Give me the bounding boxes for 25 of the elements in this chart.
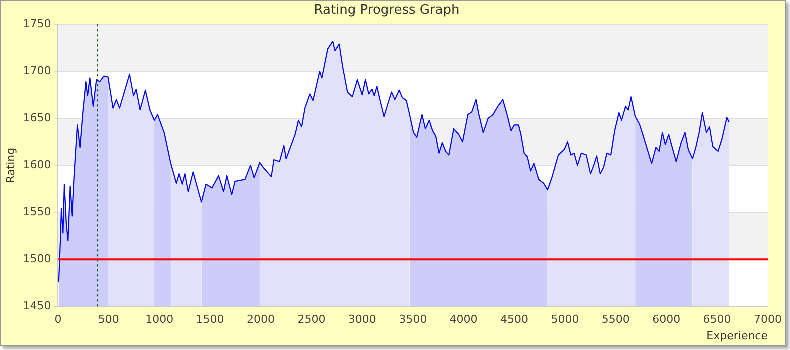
x-tick-label: 0 bbox=[54, 313, 62, 326]
chart-title: Rating Progress Graph bbox=[314, 3, 460, 18]
x-tick-label: 500 bbox=[98, 313, 120, 326]
x-tick-label: 2500 bbox=[298, 313, 326, 326]
y-tick-label: 1450 bbox=[23, 299, 52, 312]
y-axis-title: Rating bbox=[4, 148, 18, 184]
x-tick-label: 5000 bbox=[551, 313, 580, 326]
x-tick-label: 1500 bbox=[196, 313, 224, 326]
x-tick-label: 1000 bbox=[146, 313, 174, 326]
y-tick-label: 1650 bbox=[23, 111, 52, 124]
x-tick-label: 4000 bbox=[450, 313, 478, 326]
x-tick-label: 3500 bbox=[399, 313, 428, 326]
x-tick-label: 7000 bbox=[754, 313, 782, 326]
x-tick-label: 6500 bbox=[703, 313, 732, 326]
x-tick-label: 2000 bbox=[246, 313, 275, 326]
y-tick-label: 1700 bbox=[23, 64, 52, 78]
y-tick-label: 1600 bbox=[23, 158, 52, 172]
x-tick-label: 4500 bbox=[500, 313, 528, 326]
y-tick-label: 1550 bbox=[23, 205, 52, 218]
x-tick-label: 3000 bbox=[348, 313, 376, 326]
x-axis-title: Experience bbox=[706, 329, 768, 342]
x-tick-label: 5500 bbox=[602, 313, 630, 326]
y-tick-label: 1750 bbox=[23, 17, 52, 30]
x-tick-label: 6000 bbox=[652, 313, 681, 326]
y-tick-label: 1500 bbox=[23, 252, 52, 266]
